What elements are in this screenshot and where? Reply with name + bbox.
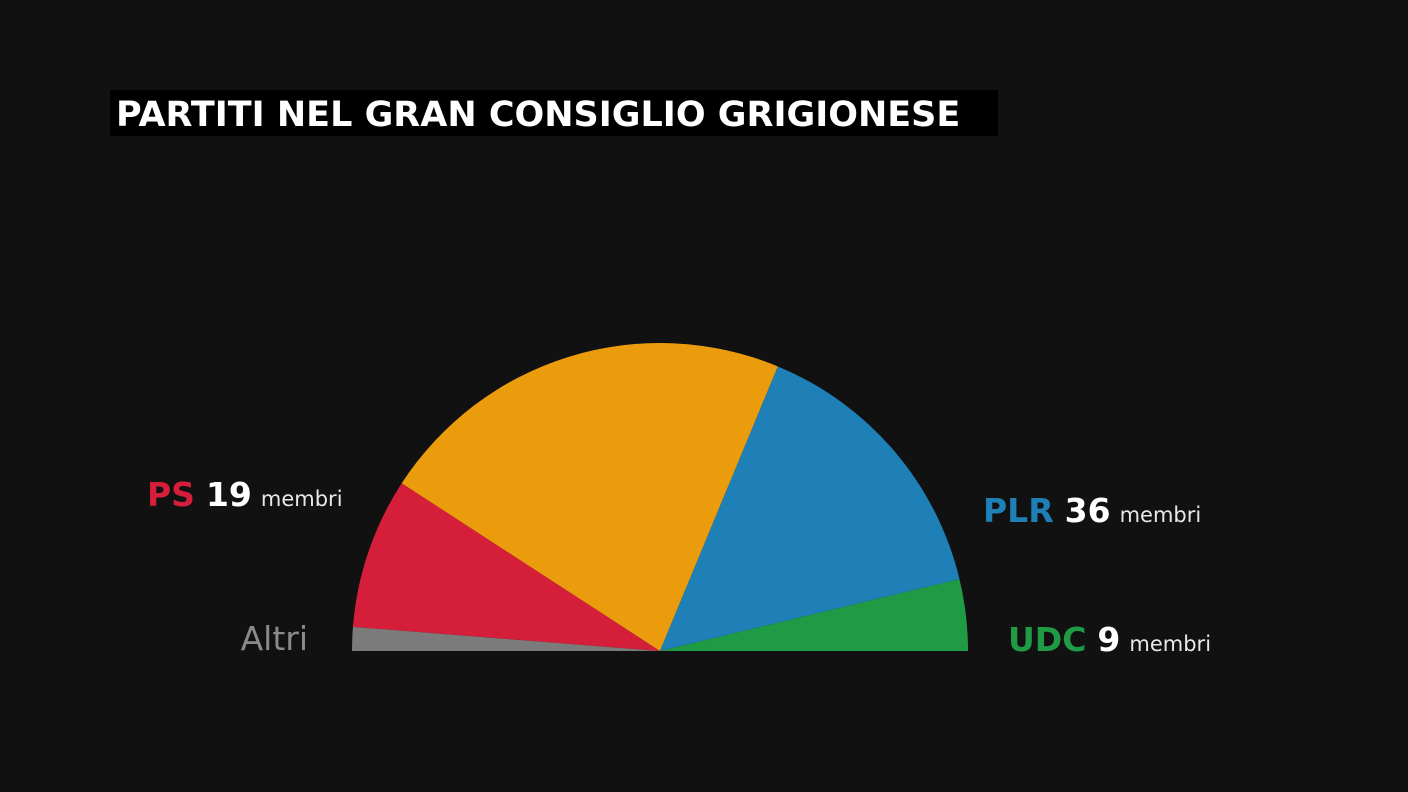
category-label: Altri [241, 619, 308, 658]
slice-label: PLR 36 membri [983, 491, 1201, 530]
category-label: PS [147, 475, 195, 514]
title-box [110, 90, 998, 136]
slice-label: UDC 9 membri [1008, 620, 1211, 659]
slice [401, 343, 778, 651]
category-label: UDC [1008, 620, 1086, 659]
value-label: 36 [1065, 491, 1111, 530]
unit-label: membri [1129, 632, 1211, 656]
slice [352, 626, 660, 651]
value-label: 9 [1097, 620, 1120, 659]
slice-label: Altri [241, 619, 308, 658]
unit-label: membri [1120, 503, 1202, 527]
slice [660, 579, 968, 651]
unit-label: membri [261, 487, 343, 511]
slice [352, 483, 660, 651]
value-label: 19 [206, 475, 252, 514]
chart-title: PARTITI NEL GRAN CONSIGLIO GRIGIONESE [116, 95, 960, 135]
slice [660, 366, 960, 651]
category-label: PLR [983, 491, 1054, 530]
slice-label: PS 19 membri [147, 475, 343, 514]
